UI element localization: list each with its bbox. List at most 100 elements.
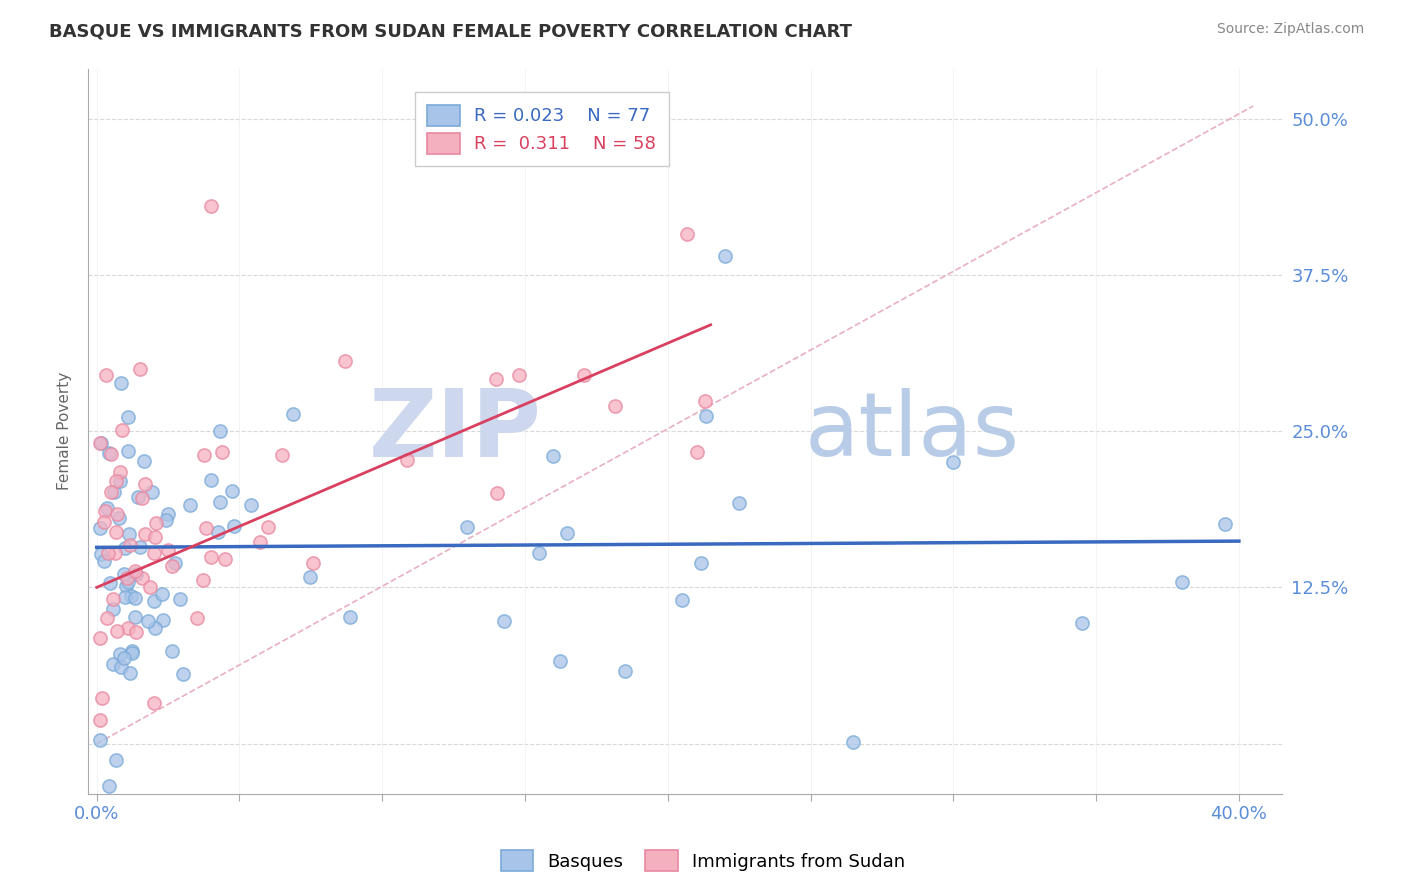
Point (693, 394, 716, 409)
Point (110, 376, 132, 391)
Point (125, 567, 148, 582)
Point (160, 559, 183, 574)
Point (131, 571, 153, 585)
Point (548, 654, 571, 668)
Point (270, 448, 292, 462)
Point (143, 621, 166, 635)
Point (108, 465, 131, 479)
Point (100, 485, 122, 500)
Point (714, 249, 737, 263)
Point (208, 424, 231, 438)
Point (211, 444, 233, 458)
Point (90, 435, 112, 450)
Point (333, 354, 356, 368)
Point (508, 368, 530, 382)
Point (249, 534, 271, 549)
Point (117, 621, 139, 635)
Point (108, 475, 131, 489)
Point (127, 490, 149, 504)
Text: atlas: atlas (804, 388, 1019, 475)
Point (112, 567, 135, 582)
Point (541, 449, 564, 463)
Point (179, 499, 201, 513)
Text: BASQUE VS IMMIGRANTS FROM SUDAN FEMALE POVERTY CORRELATION CHART: BASQUE VS IMMIGRANTS FROM SUDAN FEMALE P… (49, 22, 852, 40)
Point (111, 423, 134, 437)
Point (103, 602, 125, 616)
Point (120, 666, 142, 681)
Point (193, 449, 215, 463)
Point (142, 594, 165, 608)
Point (492, 615, 515, 629)
Point (339, 610, 361, 624)
Point (97, 546, 120, 560)
Point (108, 511, 131, 525)
Point (456, 520, 478, 534)
Point (169, 592, 191, 607)
Point (118, 527, 141, 541)
Point (96, 501, 118, 516)
Point (145, 516, 167, 530)
Point (129, 540, 152, 554)
Point (142, 546, 165, 560)
Point (150, 587, 173, 601)
Point (90, 547, 112, 561)
Text: Source: ZipAtlas.com: Source: ZipAtlas.com (1216, 22, 1364, 37)
Point (110, 648, 132, 662)
Point (281, 407, 304, 421)
Point (257, 520, 280, 534)
Point (105, 474, 128, 488)
Point (117, 443, 139, 458)
Point (115, 579, 138, 593)
Point (93, 515, 115, 529)
Point (93, 553, 115, 567)
Point (842, 735, 865, 749)
Point (555, 526, 578, 541)
Point (96, 611, 118, 625)
Point (298, 570, 321, 584)
Point (138, 614, 160, 628)
Point (157, 507, 180, 521)
Point (214, 551, 236, 566)
Point (97, 446, 120, 460)
Point (105, 624, 128, 638)
Point (193, 573, 215, 587)
Point (118, 538, 141, 552)
Point (614, 665, 637, 679)
Point (90, 691, 112, 706)
Point (132, 454, 155, 468)
Point (114, 590, 136, 604)
Point (104, 545, 127, 559)
Point (1213, 516, 1236, 531)
Point (121, 643, 143, 657)
Point (172, 667, 194, 681)
Point (143, 531, 166, 545)
Point (124, 609, 146, 624)
Point (124, 564, 146, 578)
Point (117, 410, 139, 425)
Point (115, 571, 138, 585)
Point (485, 371, 508, 385)
Point (131, 491, 153, 505)
Point (94, 368, 117, 382)
Point (89, 435, 111, 450)
Point (139, 580, 162, 594)
Point (1171, 575, 1194, 590)
Point (163, 556, 186, 570)
Point (529, 546, 551, 560)
Point (200, 199, 222, 213)
Point (94, 504, 117, 518)
Point (486, 486, 509, 500)
Point (142, 696, 165, 710)
Legend: Basques, Immigrants from Sudan: Basques, Immigrants from Sudan (494, 843, 912, 879)
Point (134, 527, 156, 541)
Point (104, 525, 127, 540)
Point (98, 780, 121, 794)
Point (676, 227, 699, 242)
Point (121, 646, 143, 660)
Point (134, 477, 156, 491)
Point (209, 494, 232, 508)
Point (100, 446, 122, 460)
Point (89, 632, 111, 646)
Point (728, 496, 751, 510)
Point (120, 589, 142, 603)
